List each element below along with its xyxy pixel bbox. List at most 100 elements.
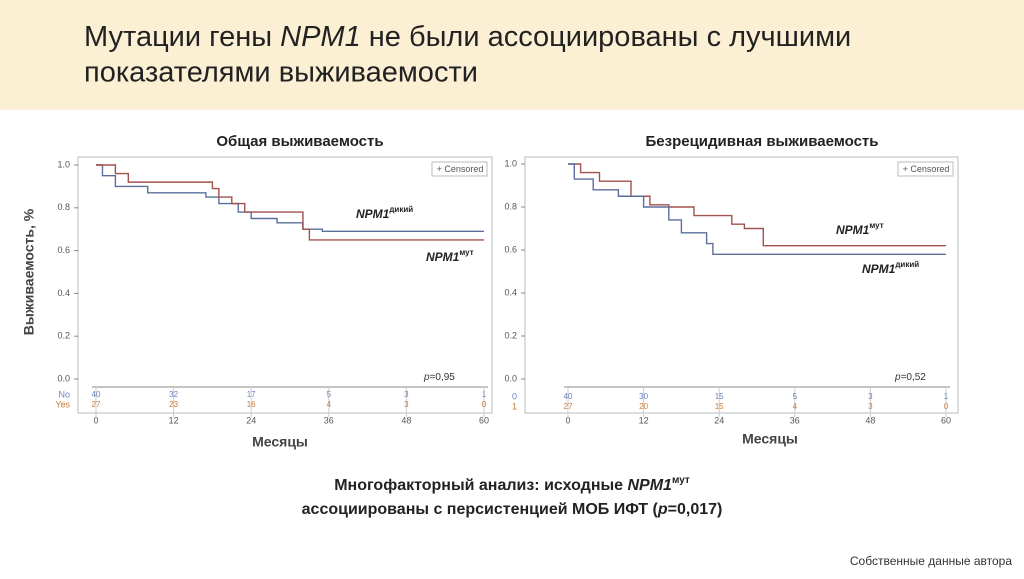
series-label: NPM1мут <box>836 221 884 237</box>
x-tick-label: 48 <box>865 415 875 425</box>
risk-count: 5 <box>793 392 798 401</box>
risk-count: 15 <box>715 392 724 401</box>
risk-count: 27 <box>564 402 573 411</box>
x-tick-label: 36 <box>790 415 800 425</box>
legend-box <box>431 161 488 177</box>
y-tick-label: 0.2 <box>504 330 517 340</box>
conclusion-part: Многофакторный анализ: исходные <box>334 477 627 494</box>
p-value: p=0,52 <box>894 372 926 383</box>
legend: + Censored <box>437 164 484 174</box>
risk-count: 0 <box>482 400 487 409</box>
survival-curve <box>96 164 484 241</box>
y-tick-label: 0.6 <box>57 245 70 255</box>
risk-count: 23 <box>169 400 178 409</box>
risk-count: 5 <box>327 390 332 399</box>
series-name: NPM1 <box>862 262 896 276</box>
plot-frame <box>77 156 493 414</box>
p-symbol: p <box>423 372 430 383</box>
series-label: NPM1мут <box>426 248 474 264</box>
title-band <box>0 0 1024 110</box>
series-name-sup: дикий <box>389 205 413 214</box>
risk-count: 4 <box>327 400 332 409</box>
x-tick-label: 60 <box>479 415 489 425</box>
risk-count: 0 <box>944 402 949 411</box>
x-tick-label: 12 <box>169 415 179 425</box>
risk-count: 15 <box>715 402 724 411</box>
y-tick-label: 1.0 <box>504 158 517 168</box>
y-tick-label: 0.4 <box>504 287 517 297</box>
series-name-sup: мут <box>869 221 883 230</box>
survival-curve <box>568 163 946 247</box>
risk-count: 3 <box>868 392 873 401</box>
risk-count: 30 <box>639 392 648 401</box>
p-symbol: p <box>894 372 901 383</box>
risk-count: 1 <box>944 392 949 401</box>
risk-count: 40 <box>564 392 573 401</box>
series-name: NPM1 <box>836 223 870 237</box>
series-name-sup: дикий <box>895 260 919 269</box>
series-name: NPM1 <box>426 250 460 264</box>
survival-curve <box>96 164 484 233</box>
x-tick-label: 48 <box>401 415 411 425</box>
risk-count: 32 <box>169 390 178 399</box>
conclusion-part: =0,017) <box>668 501 723 518</box>
risk-row-label: 0 <box>512 391 517 401</box>
risk-count: 3 <box>404 400 409 409</box>
y-tick-label: 0.6 <box>504 244 517 254</box>
chart-title: Общая выживаемость <box>216 133 383 150</box>
p-text: =0,95 <box>430 372 456 383</box>
series-label: NPM1дикий <box>862 260 919 276</box>
title-part: NPM1 <box>280 21 361 53</box>
risk-row-label: No <box>58 389 70 399</box>
risk-count: 4 <box>793 402 798 411</box>
risk-count: 3 <box>404 390 409 399</box>
conclusion: ассоциированы с персистенцией МОБ ИФТ (p… <box>302 501 723 518</box>
slide-title: Мутации гены NPM1 не были ассоциированы … <box>84 21 851 53</box>
conclusion-part: NPM1 <box>627 477 672 494</box>
risk-row-label: 1 <box>512 401 517 411</box>
x-axis-label: Месяцы <box>252 434 308 450</box>
legend: + Censored <box>903 164 950 174</box>
p-value: p=0,95 <box>423 372 455 383</box>
conclusion-part: p <box>657 501 668 518</box>
risk-count: 17 <box>247 390 256 399</box>
risk-count: 1 <box>482 390 487 399</box>
chart-title: Безрецидивная выживаемость <box>646 133 879 150</box>
p-text: =0,52 <box>901 372 927 383</box>
slide-title: показателями выживаемости <box>84 57 478 89</box>
y-tick-label: 0.8 <box>57 202 70 212</box>
conclusion: Многофакторный анализ: исходные NPM1мут <box>334 475 690 495</box>
x-tick-label: 36 <box>324 415 334 425</box>
y-tick-label: 0.4 <box>57 288 70 298</box>
legend-box <box>897 161 954 177</box>
y-axis-label: Выживаемость, % <box>21 208 37 335</box>
footnote: Собственные данные автора <box>850 554 1012 568</box>
y-tick-label: 0.8 <box>504 201 517 211</box>
risk-count: 16 <box>247 400 256 409</box>
x-axis-label: Месяцы <box>742 431 798 447</box>
y-tick-label: 0.2 <box>57 331 70 341</box>
x-tick-label: 24 <box>246 415 256 425</box>
y-tick-label: 0.0 <box>504 373 517 383</box>
x-tick-label: 0 <box>565 415 570 425</box>
x-tick-label: 60 <box>941 415 951 425</box>
risk-count: 20 <box>639 402 648 411</box>
risk-count: 3 <box>868 402 873 411</box>
risk-count: 40 <box>92 390 101 399</box>
x-tick-label: 0 <box>93 415 98 425</box>
plot-frame <box>524 156 959 414</box>
conclusion-part: мут <box>672 475 690 486</box>
y-tick-label: 1.0 <box>57 159 70 169</box>
risk-count: 27 <box>92 400 101 409</box>
series-name: NPM1 <box>356 207 390 221</box>
x-tick-label: 12 <box>639 415 649 425</box>
risk-row-label: Yes <box>55 399 70 409</box>
series-label: NPM1дикий <box>356 205 413 221</box>
y-tick-label: 0.0 <box>57 373 70 383</box>
series-name-sup: мут <box>459 248 473 257</box>
conclusion-part: ассоциированы с персистенцией МОБ ИФТ ( <box>302 501 659 518</box>
title-part: Мутации гены <box>84 21 280 53</box>
survival-curve <box>568 163 946 255</box>
title-part: не были ассоциированы с лучшими <box>361 21 852 53</box>
